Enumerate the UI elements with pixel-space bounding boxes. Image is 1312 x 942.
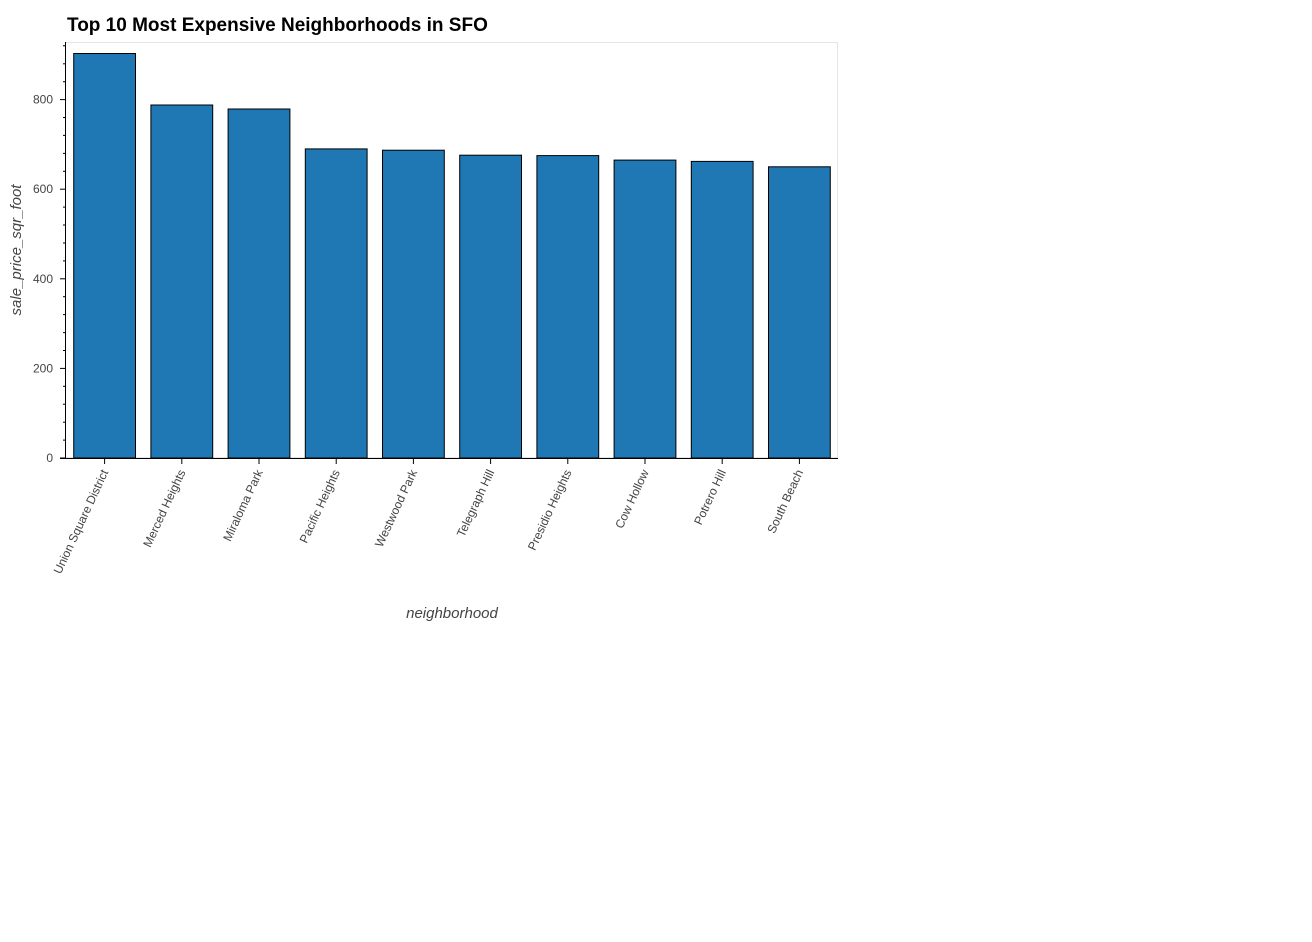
bar-telegraph-hill [459, 154, 523, 459]
bars-group [73, 53, 831, 459]
x-tick-label-merced-heights: Merced Heights [140, 467, 188, 549]
bar-westwood-park [382, 149, 445, 459]
bar-presidio-heights [536, 155, 600, 459]
y-tick-label-800: 800 [33, 93, 53, 107]
y-tick-label-200: 200 [33, 361, 53, 375]
bar-pacific-heights [304, 148, 368, 459]
y-tick-label-400: 400 [33, 272, 53, 286]
x-tick-label-presidio-heights: Presidio Heights [525, 467, 575, 552]
x-tick-label-pacific-heights: Pacific Heights [297, 467, 343, 545]
chart-title: Top 10 Most Expensive Neighborhoods in S… [67, 15, 488, 36]
y-axis-label: sale_price_sqr_foot [8, 184, 25, 316]
bar-south-beach [768, 166, 831, 459]
x-tick-label-miraloma-park: Miraloma Park [220, 466, 266, 543]
x-axis-label: neighborhood [406, 605, 498, 622]
bar-potrero-hill [690, 160, 754, 459]
x-axis-ticks: Union Square District Merced Heights Miral… [51, 458, 806, 576]
x-tick-label-telegraph-hill: Telegraph Hill [454, 467, 497, 539]
bar-union-square-district [73, 53, 136, 459]
x-tick-label-union-square-district: Union Square District [51, 467, 112, 576]
x-tick-label-cow-hollow: Cow Hollow [612, 467, 652, 531]
x-tick-label-potrero-hill: Potrero Hill [691, 467, 729, 527]
x-tick-label-south-beach: South Beach [764, 467, 806, 535]
y-axis-ticks: 0 200 400 600 800 [33, 45, 66, 465]
y-tick-label-600: 600 [33, 182, 53, 196]
bar-miraloma-park [227, 108, 291, 459]
y-tick-label-0: 0 [46, 451, 53, 465]
bar-merced-heights [150, 104, 214, 459]
bar-cow-hollow [613, 159, 677, 459]
x-tick-label-westwood-park: Westwood Park [372, 466, 421, 549]
